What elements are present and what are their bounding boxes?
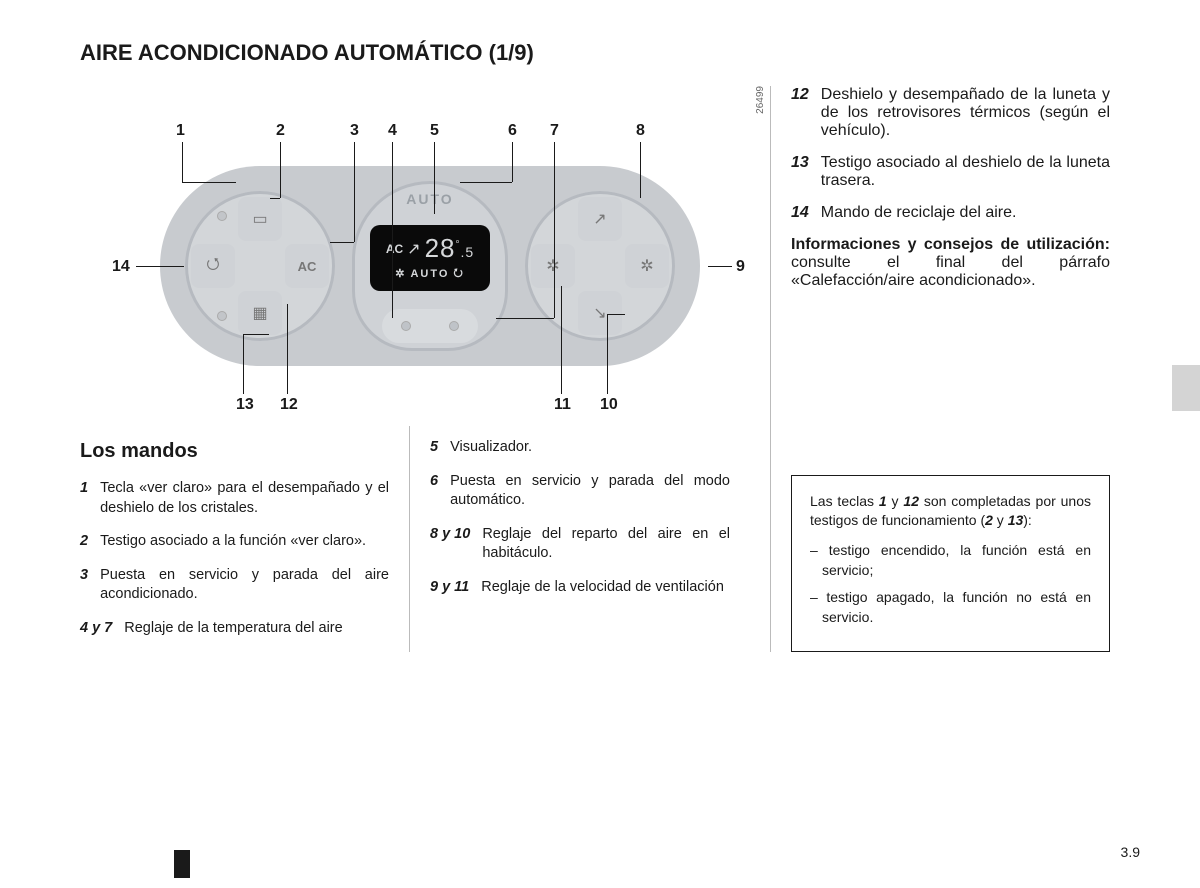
fan-up-button: ✲ (625, 244, 669, 288)
lcd-auto-text: AUTO (410, 268, 449, 280)
callout-13: 13 (236, 396, 254, 414)
lcd-fan-icon: ✲ (395, 267, 406, 280)
airflow-down-button: ↘ (578, 291, 622, 335)
callout-14: 14 (112, 258, 130, 276)
column-3: 12Deshielo y desempañado de la luneta y … (770, 86, 1110, 652)
center-unit: AUTO AC ↗ 28°.5 ✲ AUTO ⭮ (352, 181, 508, 351)
content-row: 26499 ▭ ▦ ⭯ AC AUTO AC (80, 86, 1140, 652)
left-knob: ▭ ▦ ⭯ AC (185, 191, 335, 341)
list-item: 6Puesta en servicio y parada del modo au… (430, 472, 730, 511)
info-paragraph: Informaciones y consejos de utilización:… (791, 236, 1110, 290)
callout-7: 7 (550, 122, 559, 140)
temp-buttons (382, 309, 478, 343)
diagram: 26499 ▭ ▦ ⭯ AC AUTO AC (80, 86, 770, 426)
ac-button: AC (285, 244, 329, 288)
callout-9: 9 (736, 258, 745, 276)
list-item: 8 y 10Reglaje del reparto del aire en el… (430, 525, 730, 564)
note-paragraph: Las teclas 1 y 12 son completadas por un… (810, 492, 1091, 531)
thumb-tab (1172, 365, 1200, 411)
callout-10: 10 (600, 396, 618, 414)
column-1: Los mandos 1Tecla «ver claro» para el de… (80, 426, 410, 652)
diagram-code: 26499 (755, 86, 766, 114)
callout-4: 4 (388, 122, 397, 140)
airflow-up-button: ↗ (578, 197, 622, 241)
footer-marker (174, 850, 190, 878)
list-item: 12Deshielo y desempañado de la luneta y … (791, 86, 1110, 140)
controls-heading: Los mandos (80, 438, 389, 465)
callout-3: 3 (350, 122, 359, 140)
lcd-airflow-icon: ↗ (407, 239, 420, 259)
list-item: 4 y 7Reglaje de la temperatura del aire (80, 619, 389, 639)
list-item: 14Mando de reciclaje del aire. (791, 204, 1110, 222)
note-bullet: testigo encendido, la función está en se… (822, 541, 1091, 580)
left-columns: 26499 ▭ ▦ ⭯ AC AUTO AC (80, 86, 770, 652)
fan-down-button: ✲ (531, 244, 575, 288)
list-item: 3Puesta en servicio y parada del aire ac… (80, 566, 389, 605)
callout-2: 2 (276, 122, 285, 140)
ac-control-panel: ▭ ▦ ⭯ AC AUTO AC ↗ 28°.5 (160, 166, 700, 366)
recirc-button: ⭯ (191, 244, 235, 288)
callout-11: 11 (554, 396, 571, 414)
lcd-recirc-icon: ⭮ (453, 264, 464, 283)
lcd-ac-text: AC (386, 242, 403, 256)
callout-12: 12 (280, 396, 298, 414)
list-item: 1Tecla «ver claro» para el desempañado y… (80, 479, 389, 518)
clear-view-button: ▭ (238, 197, 282, 241)
list-item: 9 y 11Reglaje de la velocidad de ventila… (430, 578, 730, 598)
callout-6: 6 (508, 122, 517, 140)
lcd-display: AC ↗ 28°.5 ✲ AUTO ⭮ (370, 225, 490, 291)
temp-down-led (401, 321, 411, 331)
auto-label: AUTO (352, 191, 508, 207)
callout-1: 1 (176, 122, 185, 140)
rear-defrost-button: ▦ (238, 291, 282, 335)
list-item: 2Testigo asociado a la función «ver clar… (80, 532, 389, 552)
list-item: 5Visualizador. (430, 438, 730, 458)
temp-up-led (449, 321, 459, 331)
column-2: 5Visualizador. 6Puesta en servicio y par… (410, 426, 750, 652)
lower-columns: Los mandos 1Tecla «ver claro» para el de… (80, 426, 770, 652)
page-title: AIRE ACONDICIONADO AUTOMÁTICO (1/9) (80, 40, 1140, 66)
lcd-temp: 28°.5 (425, 233, 475, 264)
callout-8: 8 (636, 122, 645, 140)
list-item: 13Testigo asociado al deshielo de la lun… (791, 154, 1110, 190)
page-number: 3.9 (1121, 844, 1140, 860)
note-bullet: testigo apagado, la función no está en s… (822, 588, 1091, 627)
note-box: Las teclas 1 y 12 son completadas por un… (791, 475, 1110, 653)
rear-defrost-led (217, 311, 227, 321)
callout-5: 5 (430, 122, 439, 140)
clear-view-led (217, 211, 227, 221)
